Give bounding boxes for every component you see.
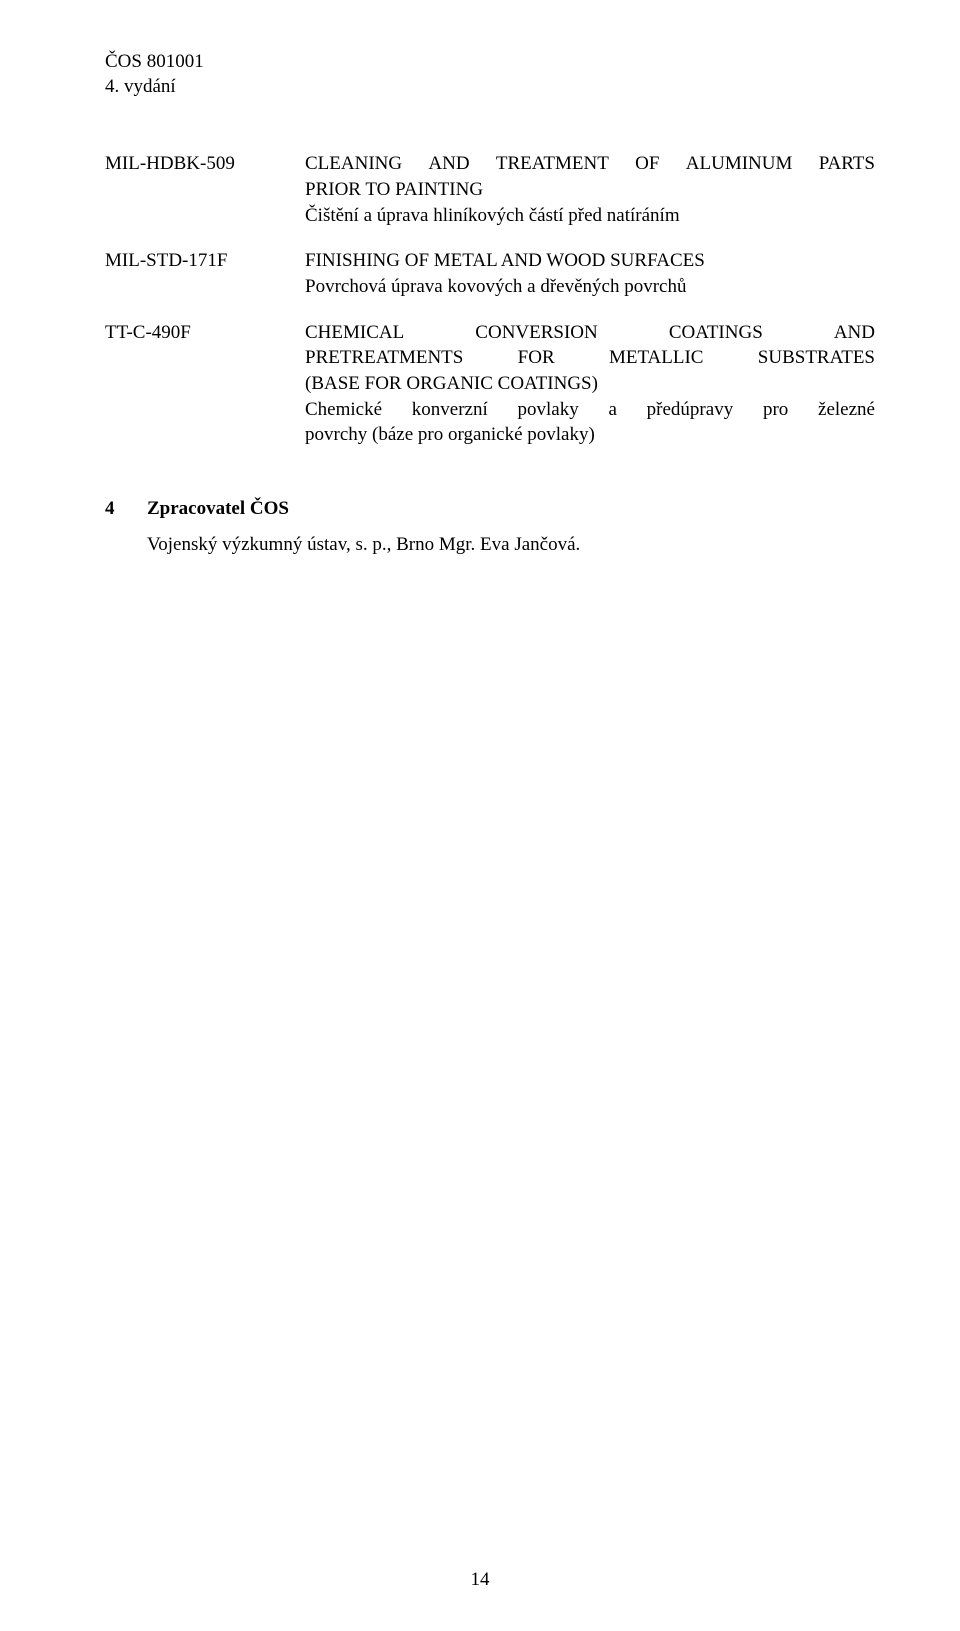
- definition-en-line2: PRETREATMENTS FOR METALLIC SUBSTRATES: [305, 345, 875, 371]
- definition-body: FINISHING OF METAL AND WOOD SURFACES Pov…: [305, 248, 875, 299]
- definition-label: MIL-HDBK-509: [105, 151, 305, 177]
- definition-row: TT-C-490F CHEMICAL CONVERSION COATINGS A…: [105, 320, 875, 448]
- definition-row: MIL-HDBK-509 CLEANING AND TREATMENT OF A…: [105, 151, 875, 228]
- definition-label: MIL-STD-171F: [105, 248, 305, 274]
- definition-cz-line1: Chemické konverzní povlaky a předúpravy …: [305, 397, 875, 423]
- definition-en-line1: CLEANING AND TREATMENT OF ALUMINUM PARTS: [305, 151, 875, 177]
- section: 4 Zpracovatel ČOS Vojenský výzkumný ústa…: [105, 498, 875, 558]
- doc-edition: 4. vydání: [105, 75, 875, 100]
- definition-row: MIL-STD-171F FINISHING OF METAL AND WOOD…: [105, 248, 875, 299]
- definition-body: CLEANING AND TREATMENT OF ALUMINUM PARTS…: [305, 151, 875, 228]
- definition-cz: Čištění a úprava hliníkových částí před …: [305, 203, 875, 229]
- section-text: Vojenský výzkumný ústav, s. p., Brno Mgr…: [147, 532, 875, 558]
- definition-cz: Povrchová úprava kovových a dřevěných po…: [305, 274, 875, 300]
- definition-label: TT-C-490F: [105, 320, 305, 346]
- definition-en: FINISHING OF METAL AND WOOD SURFACES: [305, 248, 875, 274]
- doc-code: ČOS 801001: [105, 50, 875, 75]
- section-body: Zpracovatel ČOS Vojenský výzkumný ústav,…: [147, 498, 875, 558]
- definitions-list: MIL-HDBK-509 CLEANING AND TREATMENT OF A…: [105, 151, 875, 447]
- page-number: 14: [0, 1569, 960, 1591]
- document-header: ČOS 801001 4. vydání: [105, 50, 875, 99]
- definition-en-line3: (BASE FOR ORGANIC COATINGS): [305, 371, 875, 397]
- section-title: Zpracovatel ČOS: [147, 498, 875, 520]
- definition-cz-line2: povrchy (báze pro organické povlaky): [305, 422, 875, 448]
- definition-en-line1: CHEMICAL CONVERSION COATINGS AND: [305, 320, 875, 346]
- section-number: 4: [105, 498, 147, 558]
- definition-body: CHEMICAL CONVERSION COATINGS AND PRETREA…: [305, 320, 875, 448]
- definition-en-line2: PRIOR TO PAINTING: [305, 177, 875, 203]
